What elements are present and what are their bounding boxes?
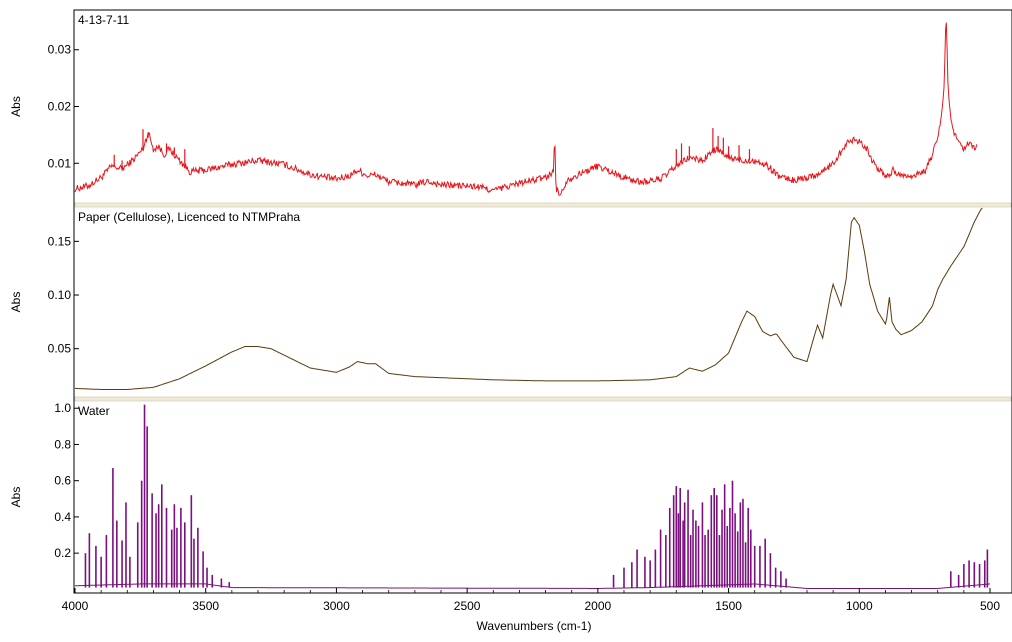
y-tick-label: 0.6 — [54, 474, 71, 488]
x-tick-label: 1500 — [715, 599, 742, 613]
x-tick-label: 3500 — [192, 599, 219, 613]
x-tick-label: 4000 — [62, 599, 89, 613]
spectrum-panel: 0.05 0.10 0.15 Abs Paper (Cellulose), Licenc… — [9, 207, 983, 390]
plot-frame — [73, 9, 1012, 594]
y-tick-label: 0.01 — [48, 156, 72, 170]
y-tick-label: 0.15 — [48, 234, 72, 248]
panel-title: Paper (Cellulose), Licenced to NTMPraha — [78, 210, 300, 224]
panel-separator — [74, 202, 1012, 208]
y-axis-label: Abs — [9, 292, 23, 313]
y-axis-label: Abs — [9, 96, 23, 117]
y-tick-label: 0.4 — [54, 510, 71, 524]
x-tick-label: 2000 — [585, 599, 612, 613]
panel-title: Water — [78, 404, 110, 418]
x-tick-label: 500 — [980, 599, 1000, 613]
panel-title: 4-13-7-11 — [78, 13, 129, 27]
y-tick-label: 0.8 — [54, 437, 71, 451]
x-tick-label: 1000 — [846, 599, 873, 613]
x-tick-label: 3000 — [323, 599, 350, 613]
y-tick-label: 0.02 — [48, 100, 72, 114]
spectrum-panel: 0.01 0.02 0.03 Abs 4-13-7-11 — [9, 13, 978, 196]
spectrum-panel: 0.2 0.4 0.6 0.8 1.0 Abs Water — [9, 401, 991, 589]
y-tick-label: 1.0 — [54, 401, 71, 415]
y-tick-label: 0.10 — [48, 288, 72, 302]
y-axis-label: Abs — [9, 487, 23, 508]
y-tick-label: 0.03 — [48, 43, 72, 57]
spectrum-line — [74, 22, 978, 196]
x-axis-label: Wavenumbers (cm-1) — [477, 619, 592, 633]
y-tick-label: 0.05 — [48, 342, 72, 356]
spectrum-line — [74, 583, 991, 589]
x-tick-label: 2500 — [454, 599, 481, 613]
y-tick-label: 0.2 — [54, 546, 71, 560]
spectrum-line — [74, 207, 983, 390]
panel-separator — [74, 396, 1012, 402]
